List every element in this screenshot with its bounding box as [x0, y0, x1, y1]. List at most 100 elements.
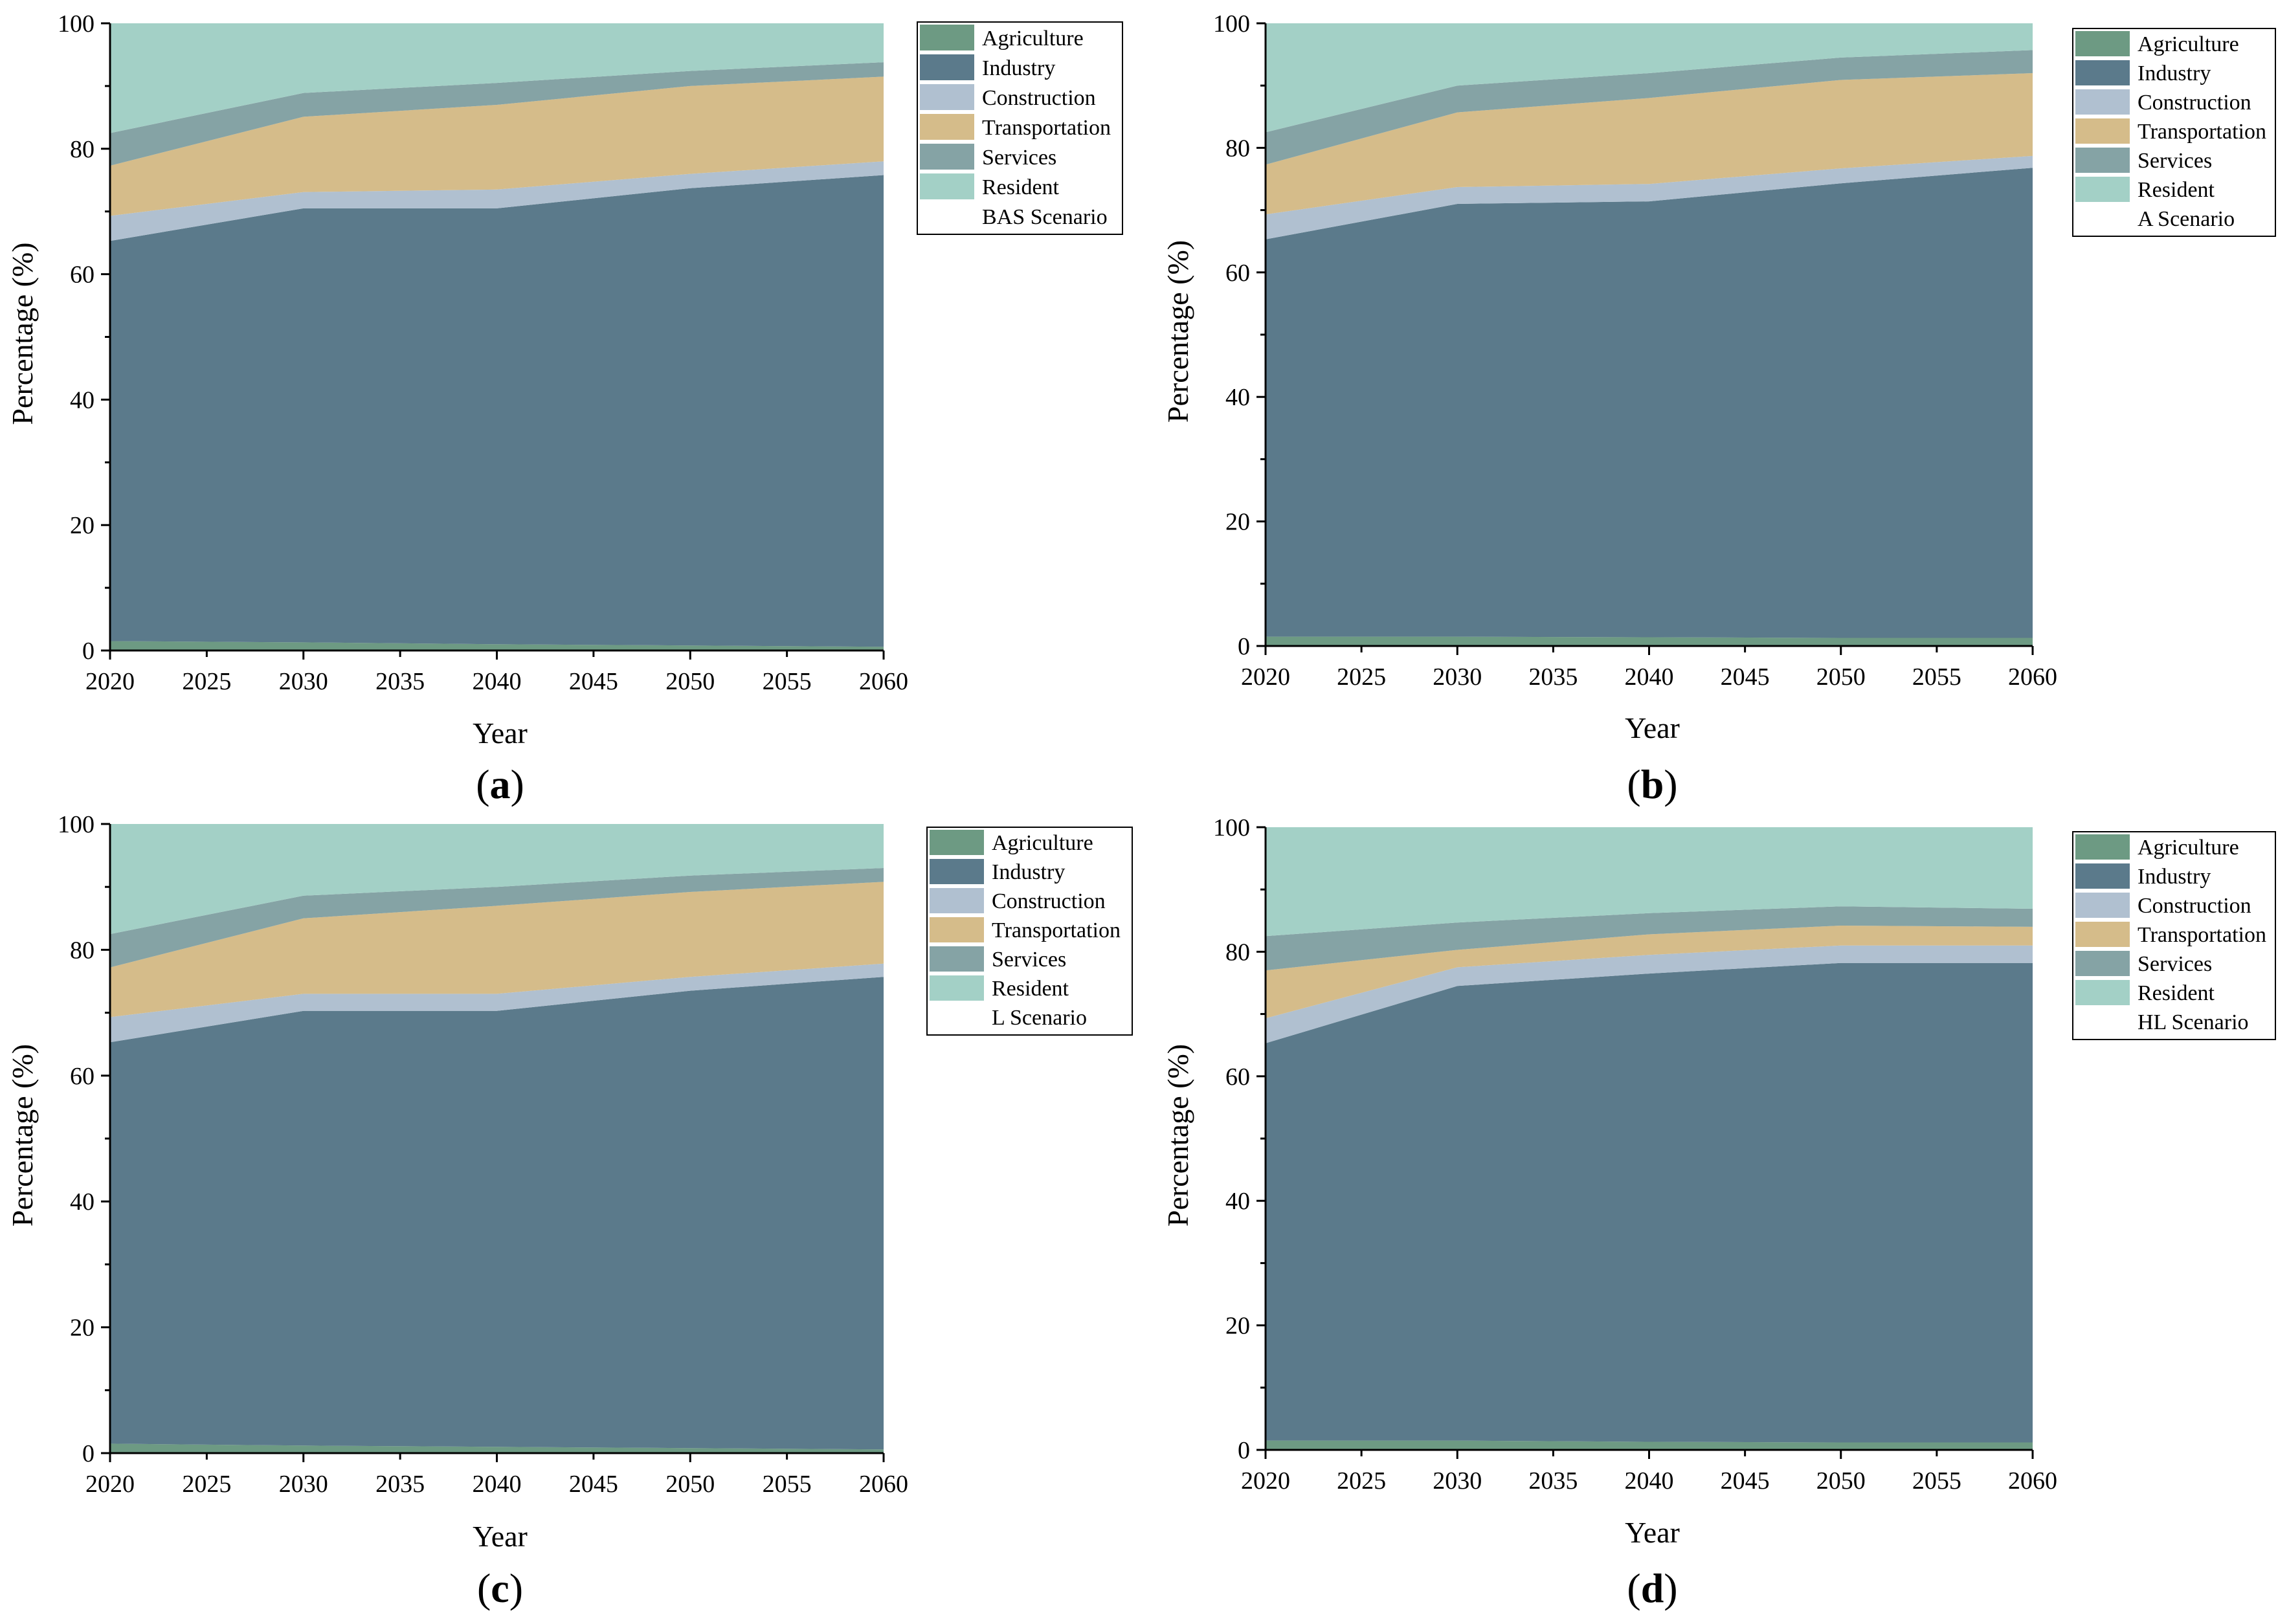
- y-tick-label-a: 80: [70, 136, 95, 163]
- y-tick-label-d: 80: [1225, 939, 1250, 966]
- x-tick-label-d: 2020: [1241, 1467, 1290, 1495]
- x-tick-label-c: 2060: [859, 1471, 908, 1498]
- y-tick-label-b: 40: [1225, 384, 1250, 411]
- y-tick-label-c: 0: [82, 1440, 95, 1467]
- legend-swatch-construction-b: [2075, 89, 2130, 115]
- x-axis-title-a: Year: [473, 717, 528, 750]
- legend-label-services-a: Services: [982, 146, 1056, 170]
- y-tick-label-a: 100: [58, 10, 95, 38]
- y-axis-title-c: Percentage (%): [6, 1044, 39, 1227]
- legend-a: Agriculture Industry Construction Transport…: [917, 21, 1123, 235]
- x-tick-label-a: 2035: [375, 668, 425, 695]
- x-tick-label-b: 2055: [1912, 663, 1961, 691]
- legend-swatch-industry-b: [2075, 60, 2130, 85]
- legend-c: Agriculture Industry Construction Transport…: [926, 827, 1133, 1036]
- legend-scenario-c: L Scenario: [992, 1006, 1087, 1030]
- y-axis-title-a: Percentage (%): [6, 242, 39, 425]
- area-industry-b: [1266, 168, 2033, 638]
- area-transportation-a: [110, 76, 884, 216]
- x-tick-label-a: 2020: [85, 668, 135, 695]
- x-tick-label-d: 2025: [1337, 1467, 1386, 1495]
- x-tick-label-d: 2050: [1816, 1467, 1866, 1495]
- legend-swatch-construction-a: [920, 84, 974, 110]
- legend-swatch-resident-d: [2075, 980, 2130, 1005]
- legend-scenario-a: BAS Scenario: [982, 205, 1108, 229]
- legend-label-agriculture-b: Agriculture: [2138, 32, 2239, 56]
- y-tick-label-d: 100: [1213, 814, 1250, 841]
- panel-label-c: (c): [477, 1565, 523, 1611]
- x-axis-title-b: Year: [1625, 711, 1680, 744]
- legend-swatch-agriculture-d: [2075, 834, 2130, 860]
- y-tick-label-c: 80: [70, 937, 95, 964]
- legend-b: Agriculture Industry Construction Transport…: [2072, 28, 2276, 237]
- area-industry-a: [110, 175, 884, 647]
- legend-swatch-industry-d: [2075, 863, 2130, 889]
- area-industry-d: [1266, 962, 2033, 1443]
- x-tick-label-b: 2040: [1625, 663, 1674, 691]
- legend-swatch-resident-a: [920, 173, 974, 199]
- x-tick-label-a: 2030: [279, 668, 328, 695]
- legend-label-industry-d: Industry: [2138, 865, 2211, 889]
- y-tick-label-d: 0: [1238, 1437, 1250, 1464]
- legend-swatch-construction-c: [930, 888, 984, 913]
- x-tick-label-d: 2030: [1433, 1467, 1482, 1495]
- legend-label-transportation-d: Transportation: [2138, 923, 2266, 947]
- area-resident-b: [1266, 23, 2033, 133]
- legend-swatch-construction-d: [2075, 893, 2130, 918]
- area-resident-a: [110, 23, 884, 133]
- area-agriculture-a: [110, 641, 884, 651]
- y-tick-label-b: 80: [1225, 135, 1250, 162]
- x-tick-label-c: 2035: [375, 1471, 425, 1498]
- legend-label-resident-b: Resident: [2138, 178, 2215, 202]
- legend-label-construction-a: Construction: [982, 86, 1096, 110]
- legend-swatch-transportation-d: [2075, 922, 2130, 947]
- x-tick-label-b: 2020: [1241, 663, 1290, 691]
- x-tick-label-c: 2045: [569, 1471, 618, 1498]
- y-axis-title-b: Percentage (%): [1161, 240, 1194, 423]
- y-tick-label-b: 0: [1238, 633, 1250, 660]
- area-construction-a: [110, 161, 884, 241]
- legend-label-resident-a: Resident: [982, 175, 1060, 199]
- area-services-a: [110, 62, 884, 166]
- panel-label-a: (a): [476, 761, 524, 807]
- legend-label-industry-c: Industry: [992, 860, 1065, 884]
- legend-label-construction-d: Construction: [2138, 894, 2251, 918]
- area-services-b: [1266, 50, 2033, 165]
- legend-swatch-agriculture-b: [2075, 31, 2130, 56]
- legend-label-construction-c: Construction: [992, 889, 1106, 913]
- x-tick-label-c: 2030: [279, 1471, 328, 1498]
- area-agriculture-b: [1266, 636, 2033, 646]
- x-tick-label-a: 2040: [473, 668, 522, 695]
- y-tick-label-a: 0: [82, 638, 95, 665]
- legend-scenario-b: A Scenario: [2138, 207, 2235, 231]
- legend-label-services-b: Services: [2138, 149, 2212, 173]
- y-tick-label-c: 20: [70, 1315, 95, 1342]
- legend-swatch-resident-c: [930, 975, 984, 1001]
- x-axis-title-c: Year: [473, 1520, 528, 1553]
- legend-label-agriculture-d: Agriculture: [2138, 836, 2239, 860]
- legend-label-services-d: Services: [2138, 952, 2212, 976]
- legend-swatch-resident-b: [2075, 177, 2130, 202]
- area-services-c: [110, 868, 884, 968]
- x-tick-label-b: 2060: [2008, 663, 2057, 691]
- x-tick-label-a: 2055: [763, 668, 812, 695]
- legend-swatch-transportation-b: [2075, 118, 2130, 144]
- y-tick-label-d: 60: [1225, 1063, 1250, 1091]
- x-tick-label-a: 2045: [569, 668, 618, 695]
- x-tick-label-b: 2025: [1337, 663, 1386, 691]
- area-industry-c: [110, 977, 884, 1450]
- legend-scenario-d: HL Scenario: [2138, 1010, 2249, 1034]
- panel-label-d: (d): [1627, 1565, 1677, 1611]
- area-construction-b: [1266, 155, 2033, 239]
- legend-swatch-services-c: [930, 946, 984, 972]
- legend-label-industry-b: Industry: [2138, 61, 2211, 85]
- legend-label-construction-b: Construction: [2138, 91, 2251, 115]
- legend-d: Agriculture Industry Construction Transport…: [2072, 831, 2276, 1040]
- y-tick-label-a: 60: [70, 261, 95, 289]
- x-tick-label-c: 2040: [473, 1471, 522, 1498]
- area-resident-c: [110, 824, 884, 935]
- area-transportation-d: [1266, 926, 2033, 1019]
